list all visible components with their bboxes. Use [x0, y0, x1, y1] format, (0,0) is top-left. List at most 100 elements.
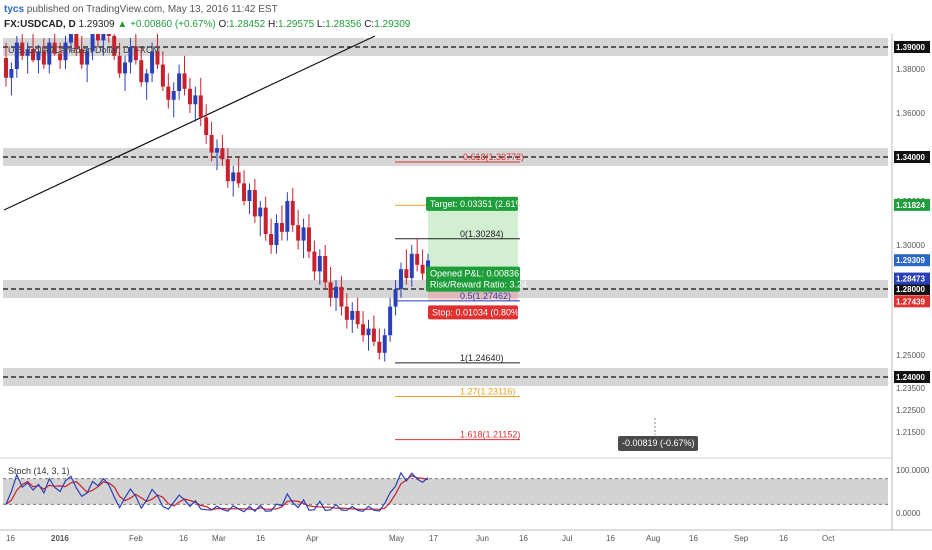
y-tick-6: 1.23500	[896, 384, 925, 393]
price-marker-1	[894, 254, 930, 267]
candle-body-46	[252, 190, 257, 217]
publish-text: published on TradingView.com, May 13, 20…	[26, 4, 278, 15]
x-tick-9: Jun	[476, 534, 489, 543]
candle-body-50	[274, 223, 279, 245]
candle-body-40	[220, 148, 225, 160]
candle-body-57	[312, 251, 317, 272]
open-value: 1.28452	[229, 19, 266, 30]
y-tick-8: 1.21500	[896, 428, 925, 437]
x-tick-17: Oct	[822, 534, 835, 543]
price-marker-2	[894, 272, 930, 285]
author-link[interactable]: tycs	[4, 4, 25, 15]
x-tick-6: Apr	[306, 534, 319, 543]
sr-tag-label-1: 1.34000	[896, 153, 925, 162]
candle-body-66	[361, 324, 366, 336]
candle-body-74	[404, 269, 409, 278]
stop-badge-bg	[428, 305, 518, 320]
candle-body-39	[215, 148, 219, 153]
candle-body-42	[231, 172, 236, 182]
candle-body-49	[269, 234, 274, 245]
measure-badge-bg	[618, 436, 698, 451]
high-label: H:	[267, 19, 278, 30]
trendline	[3, 35, 376, 211]
sr-tag-label-3: 1.24000	[896, 373, 925, 382]
x-tick-1: 2016	[51, 534, 69, 543]
y-tick-7: 1.22500	[896, 406, 925, 415]
x-tick-11: Jul	[562, 534, 572, 543]
candle-body-55	[301, 227, 306, 241]
candle-body-56	[306, 227, 311, 252]
candle-body-6	[36, 51, 41, 61]
candle-body-38	[209, 135, 214, 153]
target-badge-text-0: Target: 0.03351 (2.61%)	[430, 199, 527, 209]
candle-body-14	[79, 49, 84, 65]
candle-body-63	[344, 306, 349, 320]
candle-body-10	[58, 53, 63, 61]
publish-line: tycs published on TradingView.com, May 1…	[4, 4, 278, 15]
x-tick-4: Mar	[212, 534, 226, 543]
sr-tag-label-2: 1.28000	[896, 285, 925, 294]
candle-body-15	[85, 51, 90, 65]
candle-body-73	[398, 269, 403, 289]
fib-label-3: 0.5(1.27462)	[460, 291, 511, 301]
candle-body-52	[285, 201, 290, 232]
x-tick-8: 17	[429, 534, 438, 543]
price-marker-label-2: 1.28473	[896, 275, 925, 284]
candle-body-33	[182, 73, 187, 89]
candle-body-4	[25, 49, 30, 56]
candle-body-64	[350, 311, 355, 320]
y-tick-5: 1.25000	[896, 351, 925, 360]
candle-body-31	[171, 91, 176, 100]
stoch-band	[3, 478, 888, 505]
candle-body-3	[20, 42, 25, 56]
candle-body-71	[388, 306, 393, 336]
stoch-tick-1: 0.0000	[896, 509, 921, 518]
x-tick-10: 16	[519, 534, 528, 543]
pnl-badge-text-0: Opened P&L: 0.00836	[430, 269, 519, 279]
candle-body-11	[63, 42, 68, 61]
candle-body-9	[52, 42, 57, 54]
price-marker-label-0: 1.31824	[896, 201, 925, 210]
symbol-label[interactable]: FX:USDCAD, D	[4, 19, 76, 30]
candle-body-18	[101, 29, 106, 41]
candle-body-16	[90, 33, 95, 52]
candle-body-67	[366, 328, 371, 336]
candle-body-21	[117, 55, 122, 74]
stoch-tick-0: 100.0000	[896, 466, 930, 475]
candle-body-45	[247, 190, 252, 201]
ohlc-line: FX:USDCAD, D 1.29309 ▲ +0.00860 (+0.67%)…	[4, 19, 410, 30]
candle-body-13	[74, 31, 79, 50]
candle-body-59	[323, 256, 328, 283]
candle-body-27	[150, 51, 155, 74]
close-label: C:	[364, 19, 375, 30]
change-value: +0.00860 (+0.67%)	[130, 19, 216, 30]
instrument-label: U.S. Dollar/Canadian Dollar, D, FXCM	[8, 45, 161, 55]
pnl-badge-text-1: Risk/Reward Ratio: 3.24	[430, 280, 527, 290]
candle-body-25	[139, 60, 144, 83]
fib-label-2: 0(1.30284)	[460, 229, 504, 239]
candle-body-60	[328, 282, 333, 298]
target-badge-bg	[426, 196, 518, 211]
candle-body-36	[198, 95, 203, 118]
candle-body-12	[68, 31, 73, 43]
candle-body-17	[95, 33, 100, 41]
price-marker-3	[894, 295, 930, 308]
candle-body-77	[420, 264, 425, 274]
candle-body-0	[4, 58, 8, 78]
low-label: L:	[316, 19, 326, 30]
x-tick-3: 16	[179, 534, 188, 543]
sr-tag-3	[894, 371, 930, 383]
candle-body-41	[225, 159, 230, 182]
candle-body-61	[334, 286, 339, 298]
candle-body-51	[279, 223, 284, 232]
candle-body-24	[133, 47, 138, 61]
chart-header: tycs published on TradingView.com, May 1…	[0, 0, 932, 34]
fib-label-4: 1(1.24640)	[460, 353, 504, 363]
candle-body-70	[382, 335, 387, 353]
stoch-label: Stoch (14, 3, 1)	[8, 466, 70, 476]
candle-body-44	[242, 183, 247, 201]
candle-body-68	[371, 328, 376, 342]
close-value: 1.29309	[374, 19, 411, 30]
